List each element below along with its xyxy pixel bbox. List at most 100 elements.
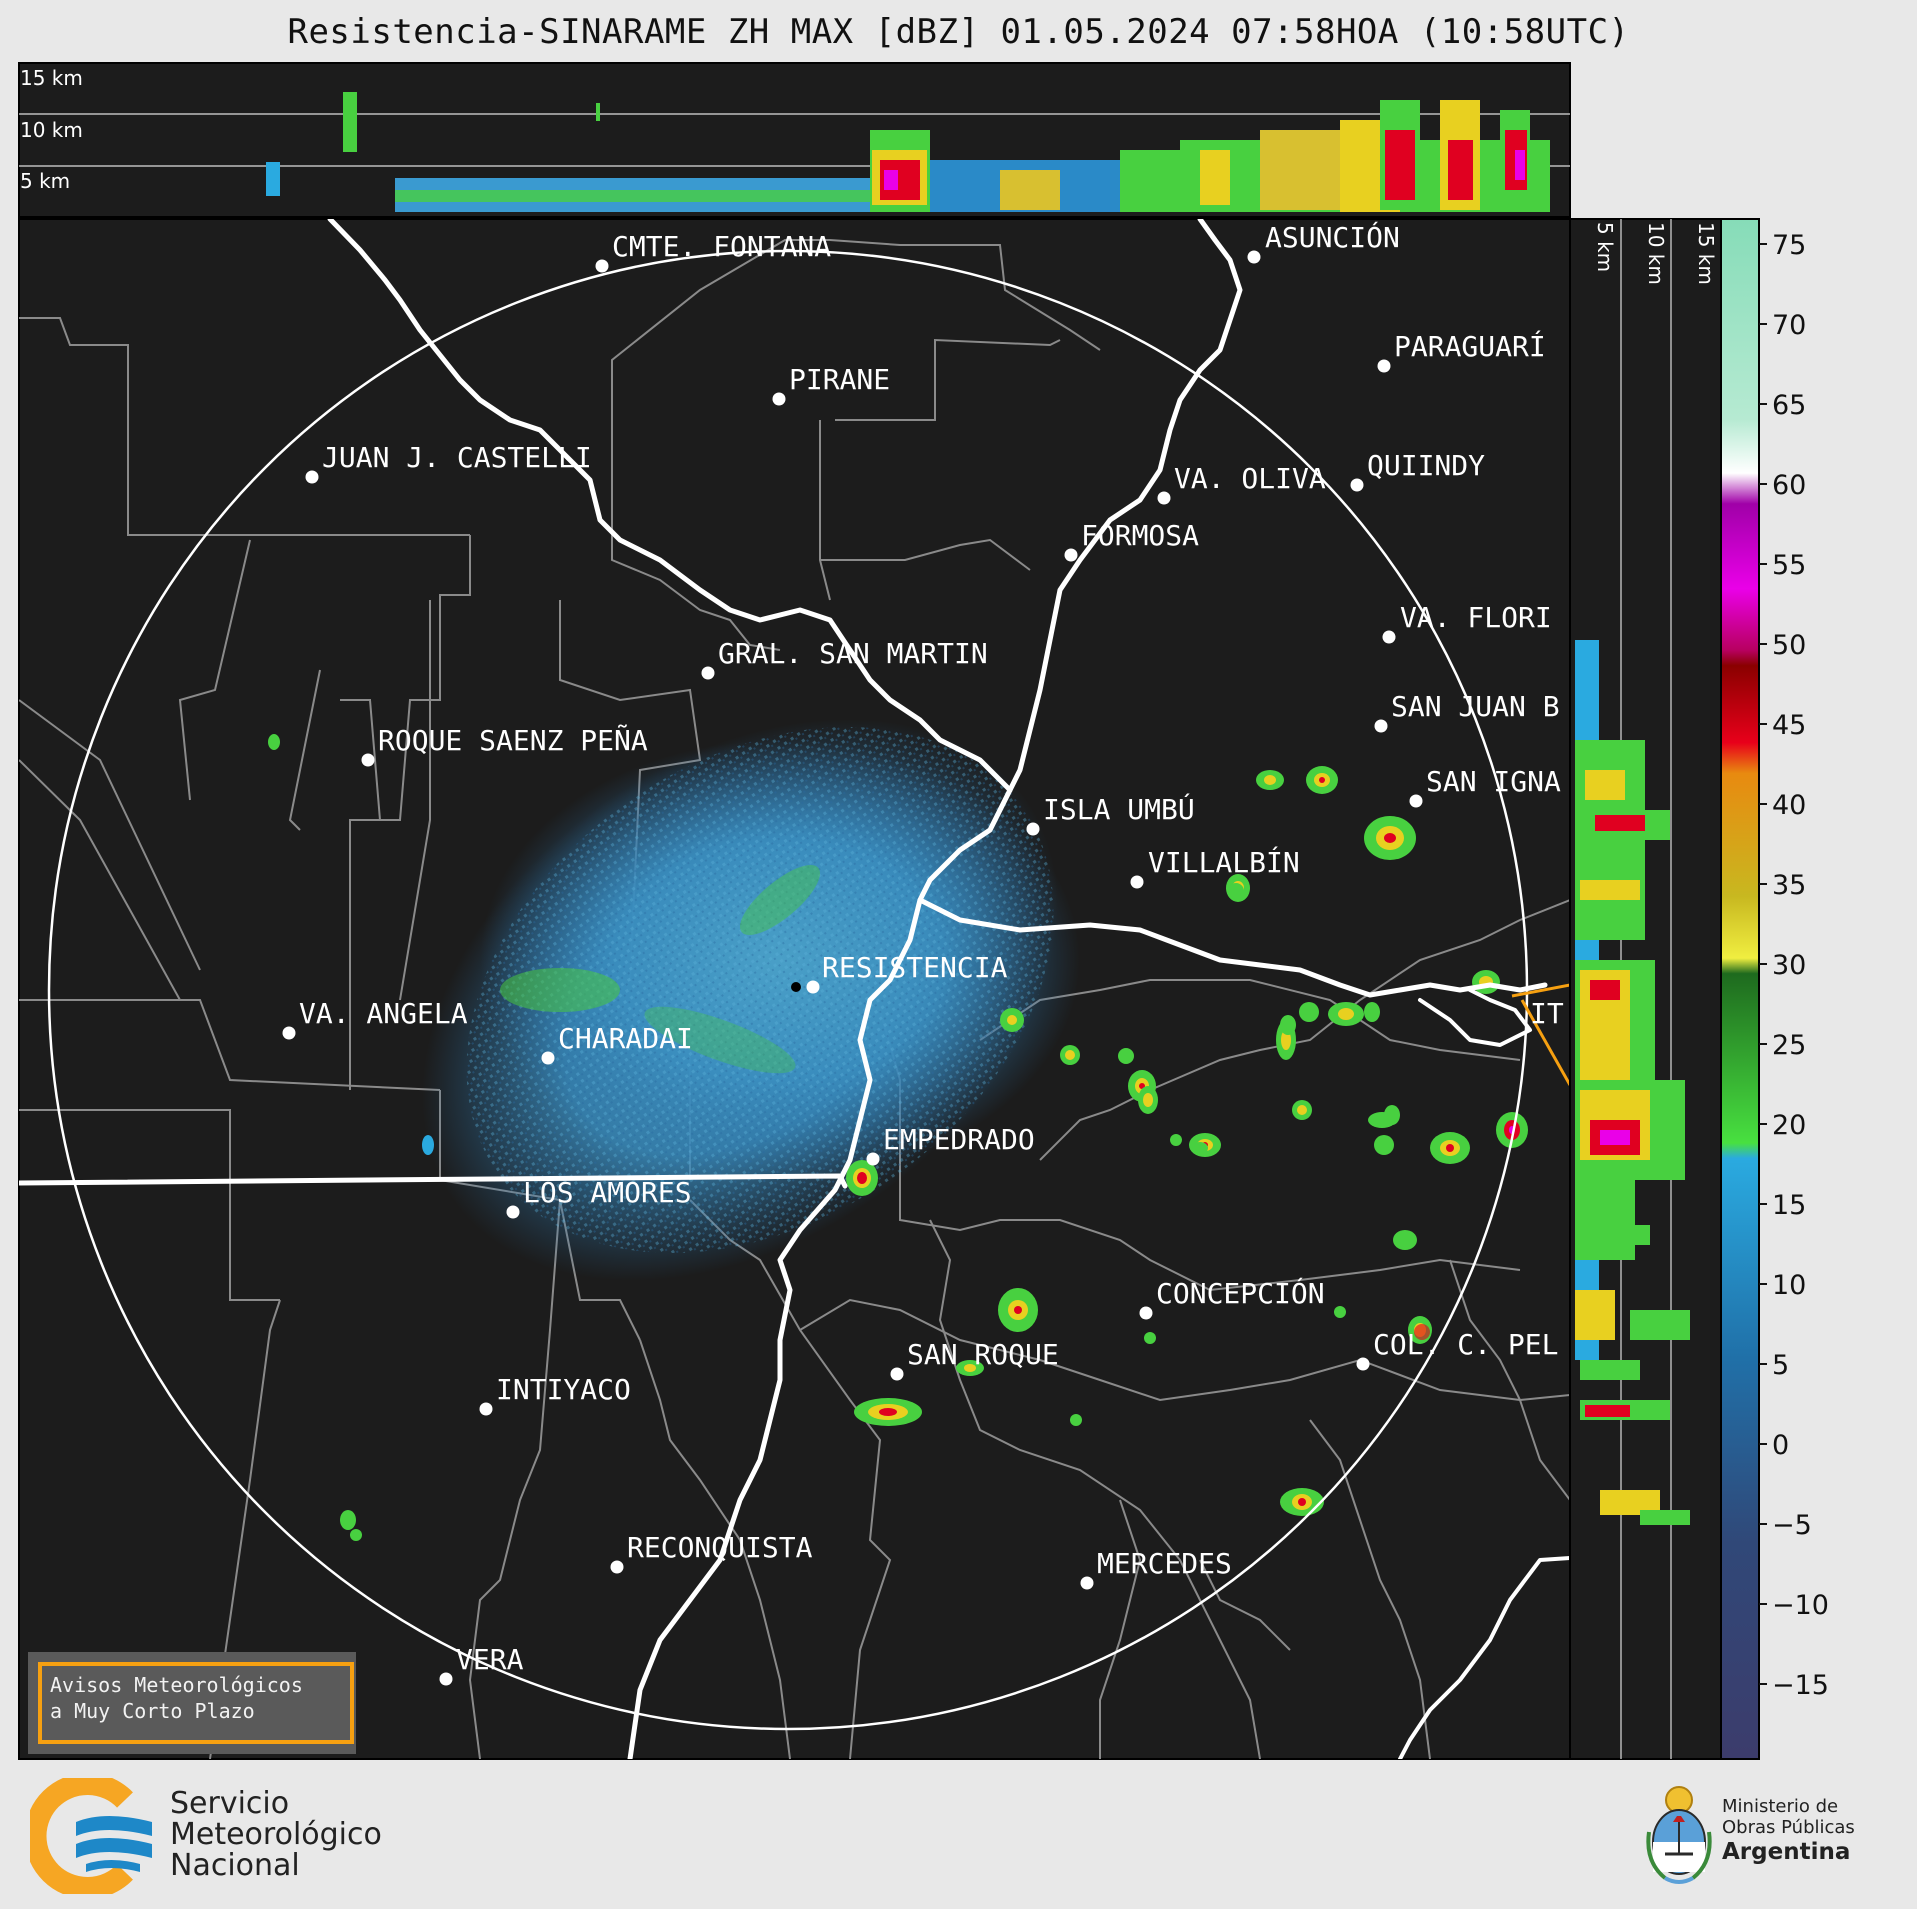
city-label-va-flori: VA. FLORI [1400,601,1552,634]
city-dot-roque-saenz-pena [361,753,375,767]
city-dot-villalbin [1130,875,1144,889]
top-profile-height-labels: 15 km 10 km 5 km [20,66,83,193]
city-dot-empedrado [866,1152,880,1166]
colorbar-tick-label: −15 [1772,1670,1829,1701]
colorbar-tick-label: 30 [1772,950,1806,981]
warning-line-2: a Muy Corto Plazo [50,1699,255,1723]
city-dot-san-igna [1409,794,1423,808]
city-label-los-amores: LOS AMORES [523,1176,692,1209]
city-dot-gral-san-martin [701,666,715,680]
top-profile-label-10km: 10 km [20,118,83,142]
city-dot-juan-j-castelli [305,470,319,484]
colorbar-tick-label: 65 [1772,390,1806,421]
city-label-gral-san-martin: GRAL. SAN MARTIN [718,637,988,670]
smn-logo [30,1778,152,1894]
side-profile-label-15km: 15 km [1694,222,1718,285]
colorbar-tick-label: 40 [1772,790,1806,821]
city-dot-quiindy [1350,478,1364,492]
colorbar-tick-label: 25 [1772,1030,1806,1061]
side-profile-label-10km: 10 km [1644,222,1668,285]
city-label-isla-umbu: ISLA UMBÚ [1043,792,1195,826]
city-label-mercedes: MERCEDES [1097,1547,1232,1580]
city-dot-charadai [541,1051,555,1065]
city-label-roque-saenz-pena: ROQUE SAENZ PEÑA [378,723,648,757]
city-label-resistencia: RESISTENCIA [822,951,1008,984]
city-label-san-juan-b: SAN JUAN B [1391,690,1560,723]
city-dot-va-oliva [1157,491,1171,505]
top-profile-label-5km: 5 km [20,169,70,193]
colorbar-tick-label: 15 [1772,1190,1806,1221]
city-label-san-igna: SAN IGNA [1426,765,1561,798]
city-dot-formosa [1064,548,1078,562]
side-profile-label-5km: 5 km [1593,222,1617,272]
city-label-asuncion: ASUNCIÓN [1265,220,1400,254]
colorbar-tick-label: 10 [1772,1270,1806,1301]
city-dot-pirane [772,392,786,406]
ministry-wordmark: Ministerio de Obras Públicas Argentina [1722,1796,1855,1866]
warning-line-1: Avisos Meteorológicos [50,1673,303,1697]
side-profile-echoes [1575,640,1690,1525]
city-dot-asuncion [1247,250,1261,264]
rivers [19,219,1570,1759]
colorbar-tick-label: 50 [1772,630,1806,661]
ministry-line-1: Ministerio de [1722,1796,1839,1817]
warning-box: Avisos Meteorológicos a Muy Corto Plazo [28,1652,356,1754]
smn-wordmark: Servicio Meteorológico Nacional [170,1788,382,1881]
city-dot-isla-umbu [1026,822,1040,836]
colorbar-tick-label: 35 [1772,870,1806,901]
top-profile-echoes [266,92,1550,212]
city-dot-cmte-fontana [595,259,609,273]
city-label-it: IT [1530,997,1564,1030]
city-dot-intiyaco [479,1402,493,1416]
city-dot-mercedes [1080,1576,1094,1590]
smn-line-3: Nacional [170,1848,300,1883]
city-dot-san-juan-b [1374,719,1388,733]
colorbar-tick-label: 45 [1772,710,1806,741]
city-label-empedrado: EMPEDRADO [883,1123,1035,1156]
city-labels: CMTE. FONTANA ASUNCIÓN PARAGUARÍ PIRANE … [299,220,1564,1676]
city-label-vera: VERA [456,1643,524,1676]
smn-line-1: Servicio [170,1786,290,1821]
city-dot-va-angela [282,1026,296,1040]
city-label-concepcion: CONCEPCIÓN [1156,1276,1325,1310]
argentina-coat-of-arms-icon [1646,1786,1712,1884]
city-markers [282,250,1423,1686]
colorbar-tick-label: 0 [1772,1430,1789,1461]
colorbar-tick-label: 55 [1772,550,1806,581]
page-title: Resistencia-SINARAME ZH MAX [dBZ] 01.05.… [287,12,1630,52]
warning-box-border: Avisos Meteorológicos a Muy Corto Plazo [38,1662,354,1744]
city-dot-col-c-pel [1356,1357,1370,1371]
ministry-line-3: Argentina [1722,1839,1851,1865]
colorbar [1720,218,1760,1760]
city-dot-paraguari [1377,359,1391,373]
city-label-va-oliva: VA. OLIVA [1174,462,1326,495]
city-label-col-c-pel: COL. C. PEL [1373,1328,1558,1361]
radar-echo-field [421,719,1080,1281]
colorbar-tick-label: 70 [1772,310,1806,341]
city-label-intiyaco: INTIYACO [496,1373,631,1406]
city-dot-concepcion [1139,1306,1153,1320]
city-label-charadai: CHARADAI [558,1022,693,1055]
colorbar-tick-label: −5 [1772,1510,1812,1541]
side-profile-height-labels: 5 km 10 km 15 km [1593,222,1718,285]
colorbar-tick-label: 75 [1772,230,1806,261]
city-dot-vera [439,1672,453,1686]
city-label-san-roque: SAN ROQUE [907,1338,1059,1371]
city-label-villalbin: VILLALBÍN [1148,845,1300,879]
colorbar-tick-label: 20 [1772,1110,1806,1141]
city-label-cmte-fontana: CMTE. FONTANA [612,230,831,263]
radar-site-marker [791,982,801,992]
city-label-paraguari: PARAGUARÍ [1394,329,1546,363]
city-label-va-angela: VA. ANGELA [299,997,468,1030]
city-dot-los-amores [506,1205,520,1219]
colorbar-tick-label: −10 [1772,1590,1829,1621]
city-label-juan-j-castelli: JUAN J. CASTELLI [322,441,592,474]
city-dot-resistencia [806,980,820,994]
colorbar-tick-label: 5 [1772,1350,1789,1381]
city-dot-va-flori [1382,630,1396,644]
city-label-formosa: FORMOSA [1081,519,1199,552]
city-dot-reconquista [610,1560,624,1574]
city-dot-san-roque [890,1367,904,1381]
